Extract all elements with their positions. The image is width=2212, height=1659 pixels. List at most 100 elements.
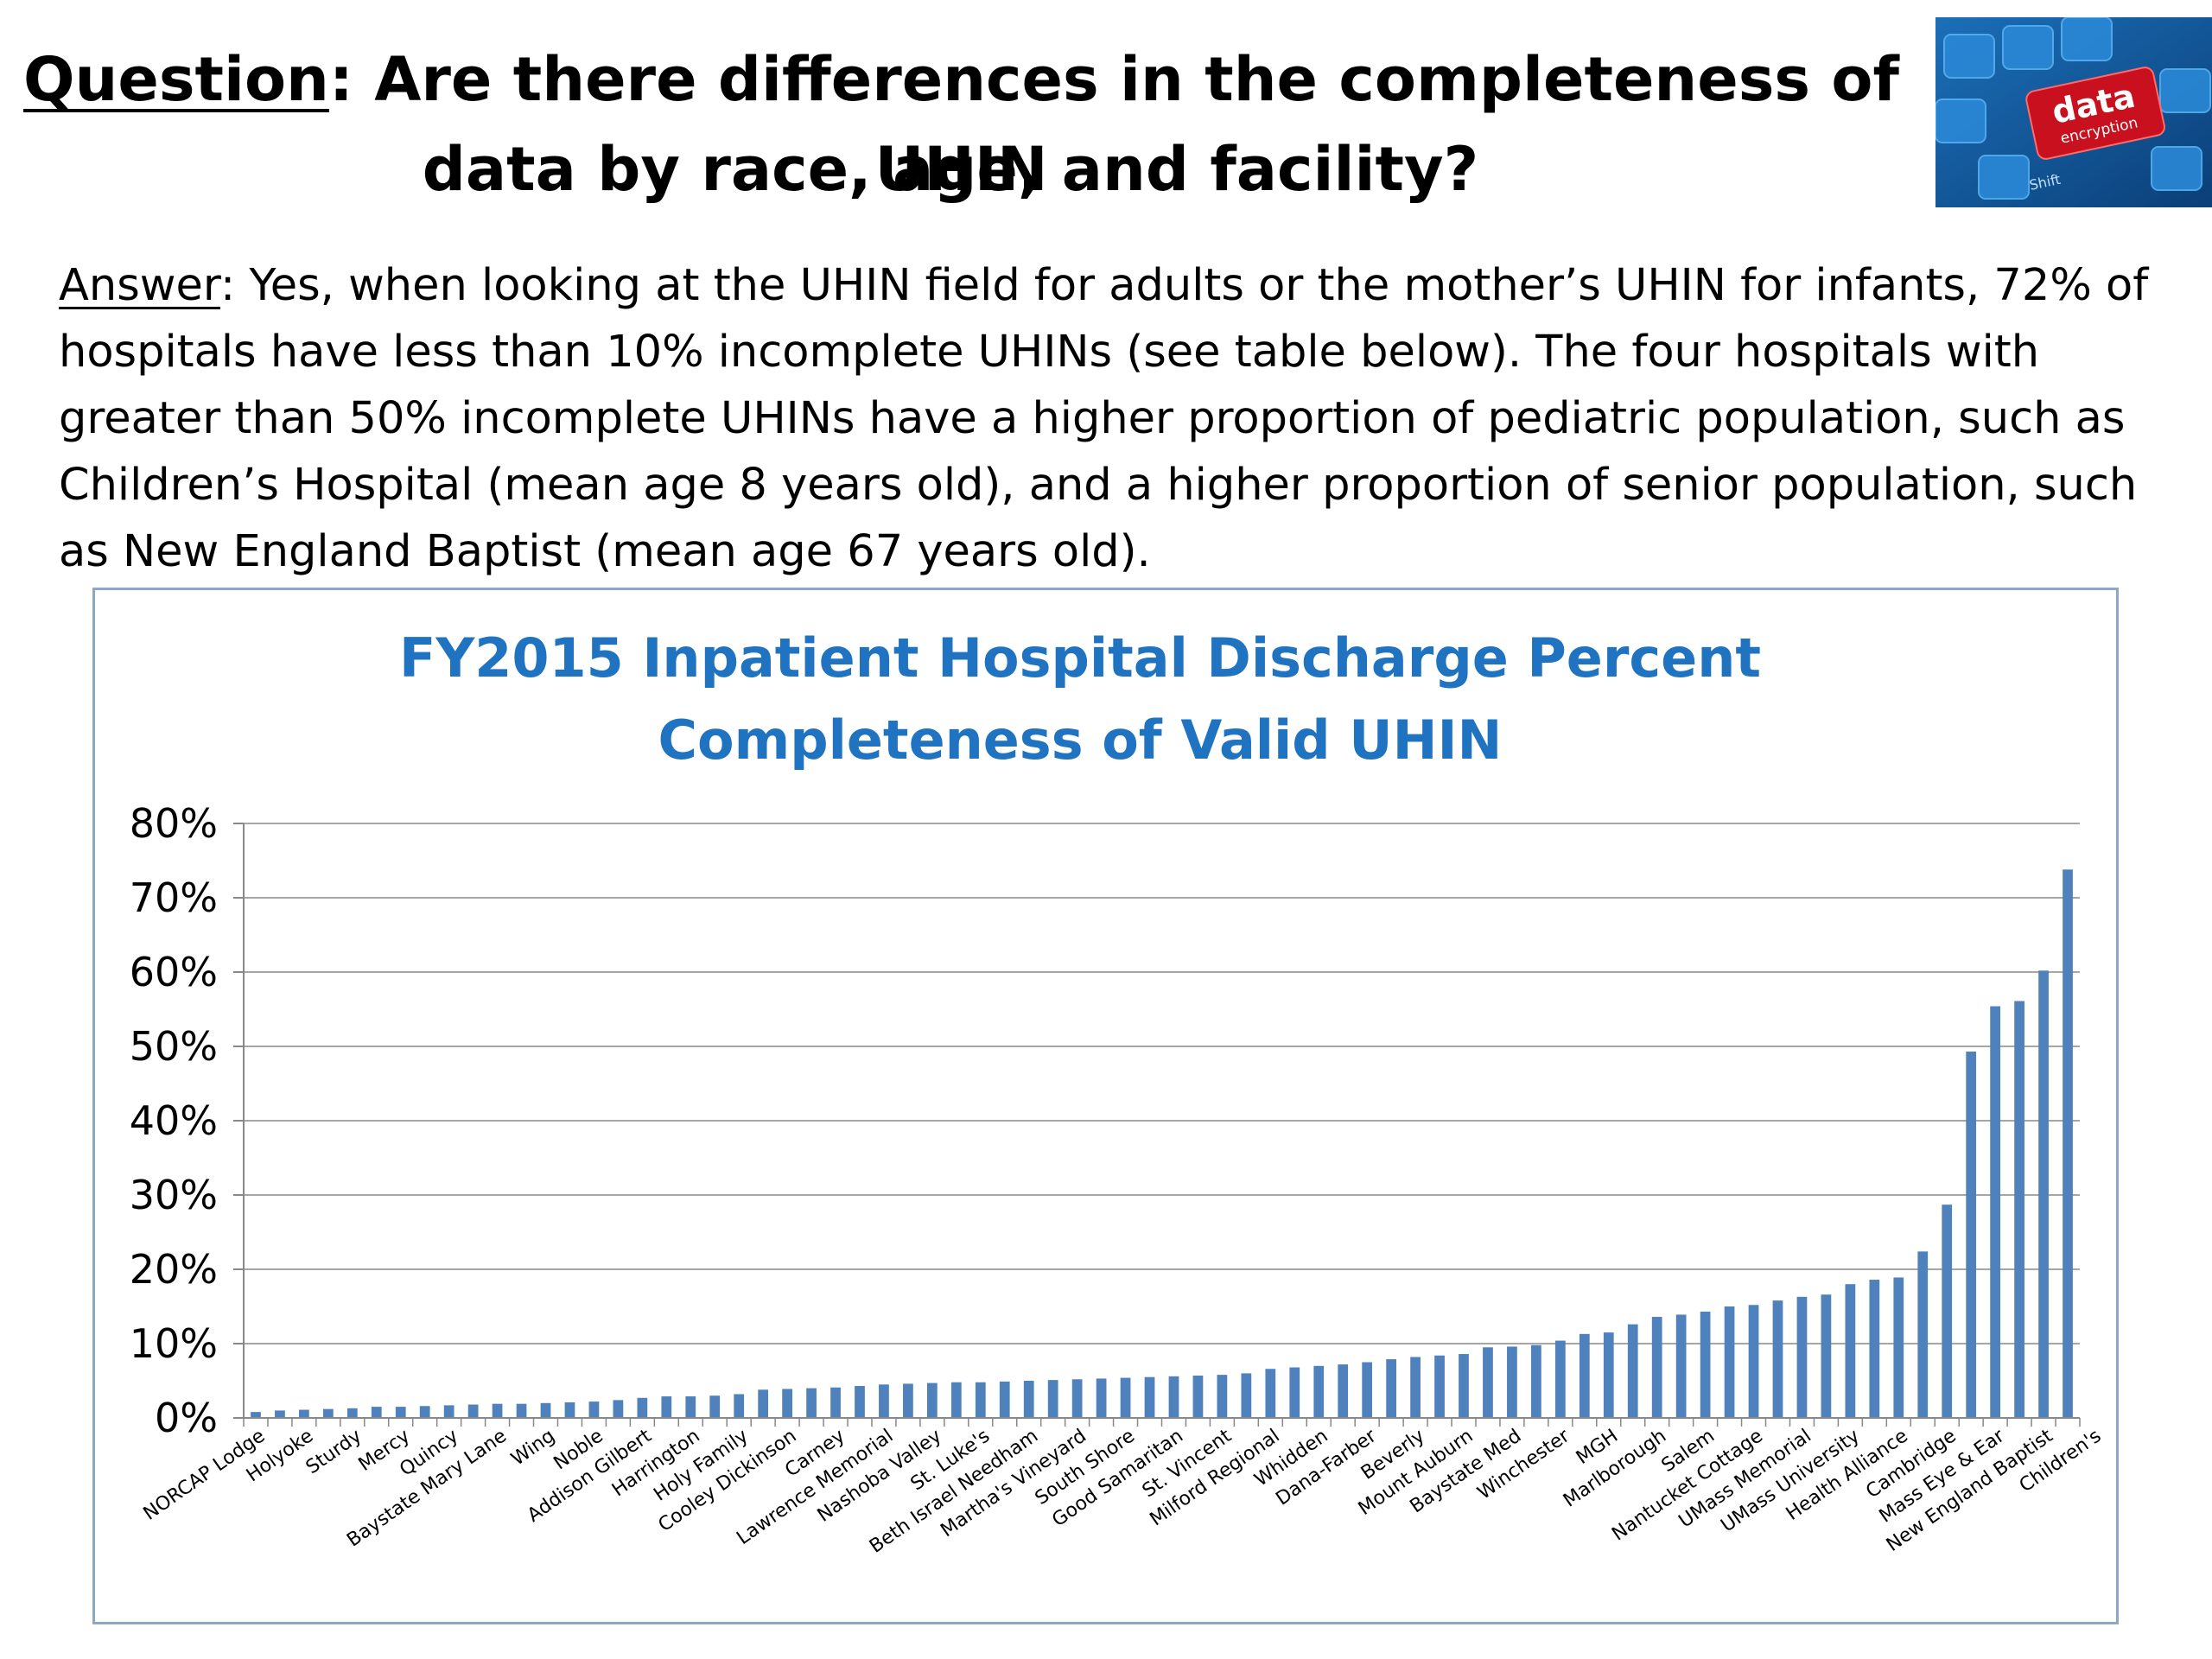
bar bbox=[1772, 1300, 1783, 1418]
y-tick-label: 60% bbox=[130, 949, 218, 995]
chart-subtitle: Completeness of Valid UHIN bbox=[658, 709, 1503, 772]
bar bbox=[685, 1396, 696, 1418]
slide-title: Question: Are there differences in the c… bbox=[0, 35, 1901, 214]
question-line-2: data by race, age, and facility? bbox=[422, 134, 1479, 205]
bar bbox=[999, 1381, 1010, 1418]
bar bbox=[855, 1386, 865, 1418]
bar bbox=[1531, 1344, 1541, 1418]
y-tick-label: 10% bbox=[130, 1320, 218, 1367]
bar bbox=[1289, 1367, 1300, 1418]
bar bbox=[1144, 1376, 1155, 1418]
x-tick-label: Sturdy bbox=[302, 1425, 365, 1478]
bar bbox=[564, 1402, 575, 1418]
bar bbox=[1796, 1296, 1808, 1418]
y-tick-label: 30% bbox=[130, 1172, 218, 1218]
bar bbox=[1554, 1340, 1566, 1418]
bar bbox=[1724, 1306, 1735, 1418]
bar bbox=[1192, 1375, 1204, 1418]
bar bbox=[782, 1389, 792, 1418]
bar bbox=[1627, 1324, 1638, 1418]
bar bbox=[322, 1408, 334, 1418]
bar bbox=[1869, 1280, 1880, 1418]
y-tick-label: 40% bbox=[130, 1097, 218, 1144]
bar bbox=[1459, 1354, 1469, 1418]
bar bbox=[637, 1397, 648, 1418]
bar bbox=[1917, 1251, 1929, 1418]
bar bbox=[1217, 1375, 1228, 1418]
x-tick-label: Wing bbox=[507, 1425, 559, 1470]
y-tick-label: 50% bbox=[130, 1023, 218, 1070]
bar bbox=[1047, 1380, 1058, 1418]
bar-chart: FY2015 Inpatient Hospital Discharge Perc… bbox=[130, 626, 2106, 1558]
bar bbox=[540, 1402, 551, 1418]
bar bbox=[588, 1402, 600, 1418]
bar bbox=[1023, 1381, 1034, 1418]
keyboard-image-icon: data encryption Shift bbox=[1936, 17, 2212, 207]
bar bbox=[371, 1407, 382, 1418]
bar bbox=[2014, 1001, 2024, 1418]
bar bbox=[709, 1395, 721, 1418]
bar bbox=[1966, 1052, 1977, 1418]
bar bbox=[1168, 1376, 1179, 1418]
chart-container: FY2015 Inpatient Hospital Discharge Perc… bbox=[92, 588, 2119, 1624]
bar bbox=[516, 1403, 527, 1418]
bar bbox=[1071, 1379, 1083, 1418]
bar bbox=[1651, 1317, 1662, 1418]
answer-text: : Yes, when looking at the UHIN field fo… bbox=[59, 260, 2149, 577]
bar bbox=[467, 1404, 479, 1418]
bar bbox=[1410, 1357, 1421, 1418]
bar bbox=[275, 1410, 285, 1418]
bar bbox=[613, 1400, 624, 1418]
bar bbox=[1338, 1364, 1349, 1418]
bar bbox=[661, 1396, 672, 1418]
bars bbox=[251, 869, 2073, 1418]
bar bbox=[830, 1387, 841, 1418]
bar bbox=[1386, 1359, 1396, 1418]
bar bbox=[1821, 1294, 1832, 1418]
y-tick-label: 80% bbox=[130, 800, 218, 847]
bar bbox=[758, 1389, 769, 1418]
bar bbox=[492, 1403, 503, 1418]
bar bbox=[806, 1388, 817, 1418]
bar bbox=[1096, 1378, 1107, 1418]
bar bbox=[251, 1412, 261, 1418]
bar bbox=[1313, 1365, 1325, 1418]
bar bbox=[1120, 1377, 1131, 1418]
bar bbox=[1893, 1277, 1904, 1418]
bar bbox=[1603, 1332, 1614, 1418]
data-encryption-image: data encryption Shift bbox=[1936, 17, 2212, 207]
answer-label: Answer bbox=[59, 260, 220, 311]
bar bbox=[1265, 1369, 1276, 1418]
bar bbox=[1990, 1006, 2001, 1418]
chart-title: FY2015 Inpatient Hospital Discharge Perc… bbox=[399, 626, 1761, 690]
bar bbox=[2038, 970, 2049, 1418]
bar bbox=[1362, 1362, 1373, 1418]
y-axis-ticks: 0% 10% 20% 30% 40% 50% 60% 70% 80% bbox=[130, 800, 244, 1441]
bar bbox=[950, 1382, 962, 1418]
bar bbox=[1700, 1312, 1711, 1418]
bar bbox=[1845, 1284, 1856, 1418]
y-tick-label: 0% bbox=[155, 1395, 218, 1441]
x-axis-labels: NORCAP LodgeHolyokeSturdyMercyQuincyBays… bbox=[140, 1425, 2106, 1558]
bar bbox=[299, 1409, 309, 1418]
bar bbox=[395, 1407, 406, 1418]
bar bbox=[1483, 1347, 1493, 1418]
bar bbox=[734, 1394, 745, 1418]
bar bbox=[419, 1406, 430, 1418]
bar bbox=[1748, 1305, 1759, 1418]
axes bbox=[243, 823, 2081, 1427]
bar bbox=[1675, 1314, 1687, 1418]
bar bbox=[975, 1382, 986, 1418]
bar bbox=[1507, 1346, 1517, 1418]
question-text: : Are there differences in the completen… bbox=[328, 44, 1899, 205]
bar bbox=[1241, 1373, 1252, 1418]
bar bbox=[1579, 1333, 1590, 1418]
y-tick-label: 20% bbox=[130, 1246, 218, 1293]
gridlines bbox=[244, 823, 2080, 1344]
bar bbox=[1942, 1205, 1953, 1418]
bar bbox=[443, 1405, 454, 1418]
bar bbox=[2063, 869, 2073, 1418]
bar bbox=[903, 1383, 913, 1418]
y-tick-label: 70% bbox=[130, 874, 218, 921]
answer-paragraph: Answer: Yes, when looking at the UHIN fi… bbox=[59, 252, 2167, 585]
